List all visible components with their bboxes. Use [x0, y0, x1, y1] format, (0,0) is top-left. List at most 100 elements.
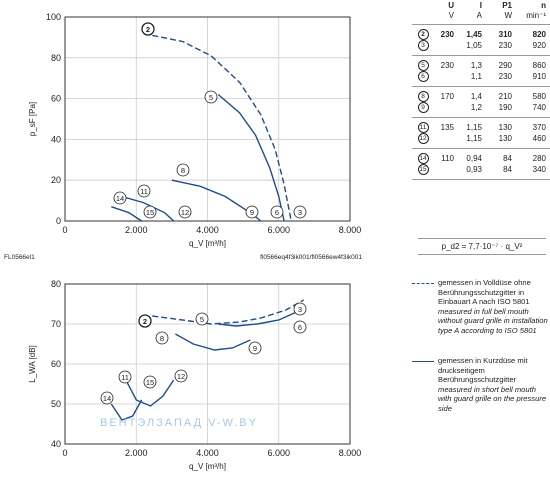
table-row: 9 1,2 190 740: [412, 102, 550, 113]
table-cell: 1,4: [470, 92, 482, 101]
table-cell: 820: [532, 30, 546, 39]
table-cell: [434, 102, 454, 113]
x-tick-label: 8.000: [339, 448, 362, 458]
formula: p_d2 = 7,7·10⁻⁷ · q_V²: [418, 238, 546, 255]
table-cell: 230: [440, 30, 454, 39]
curve-label-text: 12: [177, 372, 185, 381]
curve-label-8: 8: [176, 163, 190, 177]
curve-14: [110, 399, 143, 421]
y-tick-label: 40: [51, 439, 61, 449]
table-cell: [454, 113, 482, 118]
curve-label-circle: [245, 205, 259, 219]
table-cell: [434, 144, 454, 149]
table-cell: 3: [412, 40, 434, 51]
table-row: 15 0,93 84 340: [412, 164, 550, 175]
table-cell: [412, 82, 434, 87]
plot-frame: [64, 16, 351, 222]
x-tick-label: 4.000: [196, 448, 219, 458]
pressure-chart: 0 2.000 4.000 6.000 8.000 0 20 40 60 80 100 q_V [m³…: [4, 12, 362, 261]
curve-label-text: 6: [298, 323, 302, 332]
curve-label-14: 14: [100, 391, 114, 405]
curve-label-text: 3: [298, 208, 302, 217]
curve-label-circle: [155, 331, 169, 345]
table-cell: 1,05: [466, 41, 482, 50]
x-tick-label: 6.000: [267, 225, 290, 235]
curve-label-circle: [100, 391, 114, 405]
table-cell: 130: [498, 123, 512, 132]
curve-label-circle: [143, 375, 157, 389]
table-cell: 310: [498, 30, 512, 39]
table-cell: [454, 175, 482, 180]
curve-label-text: 3: [298, 305, 302, 314]
table-cell: [454, 82, 482, 87]
table-separator: [412, 113, 550, 118]
row-id-circle: 9: [417, 102, 429, 113]
curve-14: [111, 206, 142, 222]
curve-label-circle: [270, 205, 284, 219]
table-cell: [454, 51, 482, 56]
table-cell: [482, 144, 512, 149]
curve-5: [217, 93, 285, 222]
table-cell: [482, 51, 512, 56]
y-tick-label: 0: [56, 216, 61, 226]
table-cell: 230: [498, 72, 512, 81]
row-id-circle: 12: [417, 133, 429, 144]
table-cell: 740: [532, 103, 546, 112]
curve-label-text: 6: [275, 208, 279, 217]
row-id-circle: 6: [417, 71, 429, 82]
table-row: 6 1,1 230 910: [412, 71, 550, 82]
table-cell: 9: [412, 102, 434, 113]
y-tick-label: 20: [51, 175, 61, 185]
row-id-circle: 2: [417, 29, 429, 40]
curve-label-text: 5: [209, 93, 213, 102]
curve-label-text: 9: [253, 344, 257, 353]
y-tick-label: 100: [46, 12, 61, 22]
table-row: 3 1,05 230 920: [412, 40, 550, 51]
table-cell: [482, 20, 512, 25]
curve-11: [123, 375, 175, 407]
curve-2: [152, 34, 292, 222]
footer-right: fl0566eq4f3ik001/fl0566ew4f3ik001: [260, 254, 362, 261]
table-cell: 5: [412, 60, 434, 71]
row-id-circle: 3: [417, 40, 429, 51]
row-id-circle: 15: [417, 164, 429, 175]
table-cell: [434, 51, 454, 56]
x-axis-label: q_V [m³/h]: [189, 239, 226, 248]
y-axis-label: p_sF [Pa]: [28, 102, 37, 136]
curve-label-text: 14: [116, 194, 124, 203]
table-cell: [512, 82, 550, 87]
table-row: 5 230 1,3 290 860: [412, 60, 550, 71]
table-cell: [434, 113, 454, 118]
curve-label-9: 9: [248, 341, 262, 355]
table-cell: [434, 133, 454, 144]
curve-label-circle: [293, 320, 307, 334]
curve-label-circle: [204, 90, 218, 104]
y-tick-label: 60: [51, 359, 61, 369]
curve-2: [152, 299, 305, 325]
curve-label-12: 12: [178, 205, 192, 219]
curve-label-circle: [293, 302, 307, 316]
table-cell: 84: [503, 154, 512, 163]
table-separator: [412, 175, 550, 180]
curve-label-circle: [137, 184, 151, 198]
curve-label-15: 15: [143, 205, 157, 219]
table-cell: [434, 40, 454, 51]
curve-label-6: 6: [293, 320, 307, 334]
x-tick-label: 2.000: [125, 448, 148, 458]
row-id-circle: 14: [417, 153, 429, 164]
table-row: 2 230 1,45 310 820: [412, 29, 550, 40]
curve-label-circle: [174, 369, 188, 383]
curve-label-8: 8: [155, 331, 169, 345]
curve-label-2: 2: [141, 22, 155, 36]
curve-label-text: 11: [140, 187, 148, 196]
curve-label-text: 14: [103, 394, 111, 403]
table-cell: [454, 20, 482, 25]
curve-label-5: 5: [195, 312, 209, 326]
table-cell: 15: [412, 164, 434, 175]
table-cell: 280: [532, 154, 546, 163]
y-tick-label: 40: [51, 134, 61, 144]
curve-label-text: 9: [250, 208, 254, 217]
x-tick-label: 4.000: [196, 225, 219, 235]
